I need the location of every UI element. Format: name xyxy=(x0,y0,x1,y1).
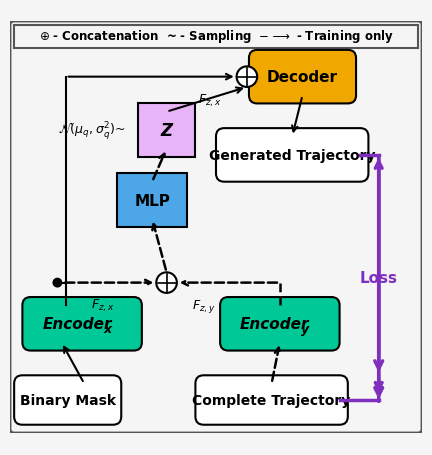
FancyBboxPatch shape xyxy=(216,129,368,182)
Text: Encoder: Encoder xyxy=(240,317,310,332)
FancyBboxPatch shape xyxy=(195,375,348,425)
Text: y: y xyxy=(302,323,309,335)
FancyBboxPatch shape xyxy=(249,51,356,104)
FancyBboxPatch shape xyxy=(220,298,340,351)
FancyBboxPatch shape xyxy=(14,26,418,49)
Text: $F_{z,x}$: $F_{z,x}$ xyxy=(198,92,222,108)
Circle shape xyxy=(52,278,62,288)
FancyBboxPatch shape xyxy=(138,104,195,157)
Circle shape xyxy=(156,273,177,293)
Text: Binary Mask: Binary Mask xyxy=(20,393,116,407)
Text: Decoder: Decoder xyxy=(267,70,338,85)
Text: $\oplus$ - Concatenation  ~ - Sampling  $--\!\!\!\rightarrow$ - Training only: $\oplus$ - Concatenation ~ - Sampling $-… xyxy=(38,28,394,45)
Text: Complete Trajectory: Complete Trajectory xyxy=(193,393,351,407)
Text: MLP: MLP xyxy=(134,193,170,208)
Text: Z: Z xyxy=(161,122,172,140)
Circle shape xyxy=(237,67,257,88)
Text: Encoder: Encoder xyxy=(42,317,112,332)
FancyBboxPatch shape xyxy=(22,298,142,351)
Text: Generated Trajectory: Generated Trajectory xyxy=(209,149,375,162)
Text: Loss: Loss xyxy=(360,270,398,285)
Text: $F_{z,x}$: $F_{z,x}$ xyxy=(91,298,114,314)
FancyBboxPatch shape xyxy=(14,375,121,425)
Text: x: x xyxy=(104,323,112,335)
Text: $F_{z,y}$: $F_{z,y}$ xyxy=(192,297,216,314)
FancyBboxPatch shape xyxy=(10,22,422,433)
Text: $\mathcal{N}(\mu_q, \sigma_q^2)$~: $\mathcal{N}(\mu_q, \sigma_q^2)$~ xyxy=(58,120,125,142)
FancyBboxPatch shape xyxy=(117,174,187,228)
